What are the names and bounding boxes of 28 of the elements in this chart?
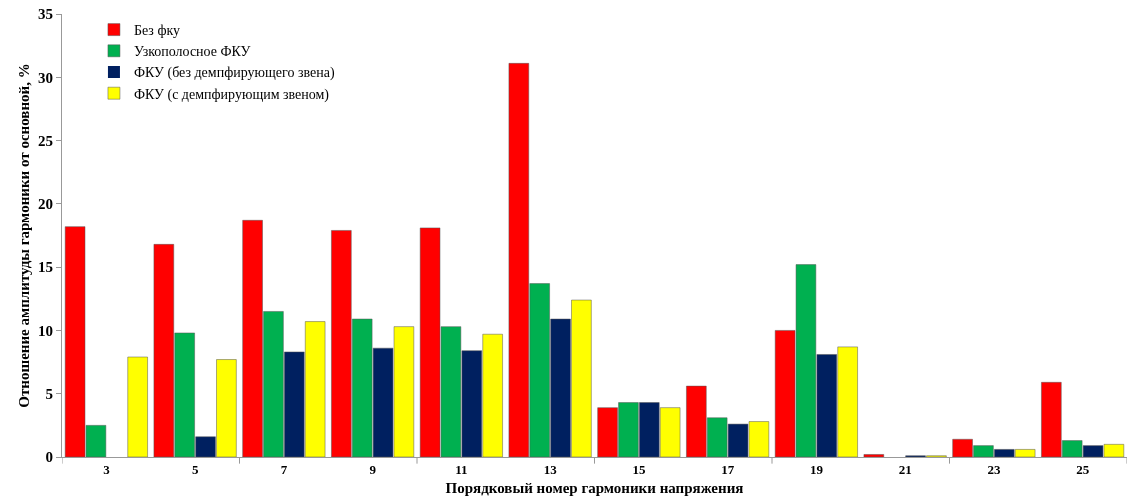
x-tick-label: 7 xyxy=(280,461,288,477)
legend-label: Без фку xyxy=(133,23,181,39)
x-axis-title: Порядковый номер гармоники напряжения xyxy=(445,479,744,496)
x-tick-label: 25 xyxy=(1076,461,1090,477)
y-tick-label: 10 xyxy=(38,322,53,339)
y-tick-label: 5 xyxy=(45,385,53,402)
x-tick-label: 11 xyxy=(455,461,468,477)
y-tick-label: 30 xyxy=(38,69,53,86)
y-tick-label: 35 xyxy=(38,6,53,23)
legend-label: ФКУ (без демпфирующего звена) xyxy=(133,65,335,82)
x-tick-label: 5 xyxy=(191,461,199,477)
y-tick-label: 0 xyxy=(45,449,53,466)
legend-label: ФКУ (с демпфирующим звеном) xyxy=(133,86,330,103)
x-tick-label: 19 xyxy=(809,461,824,477)
legend-label: Узкополосное ФКУ xyxy=(133,44,251,60)
x-tick-label: 15 xyxy=(632,461,646,477)
bar xyxy=(863,454,884,457)
x-tick-label: 13 xyxy=(543,461,558,477)
x-tick-label: 17 xyxy=(721,461,735,477)
x-tick-label: 3 xyxy=(103,461,111,477)
x-tick-label: 9 xyxy=(369,461,377,477)
y-axis-title: Отношение амплитуды гармоники от основной, % xyxy=(16,63,33,408)
y-tick-label: 15 xyxy=(38,259,53,276)
y-tick-label: 25 xyxy=(38,132,53,149)
y-tick-label: 20 xyxy=(38,196,53,213)
x-tick-label: 21 xyxy=(898,461,912,477)
bar xyxy=(127,356,148,457)
x-tick-label: 23 xyxy=(987,461,1001,477)
